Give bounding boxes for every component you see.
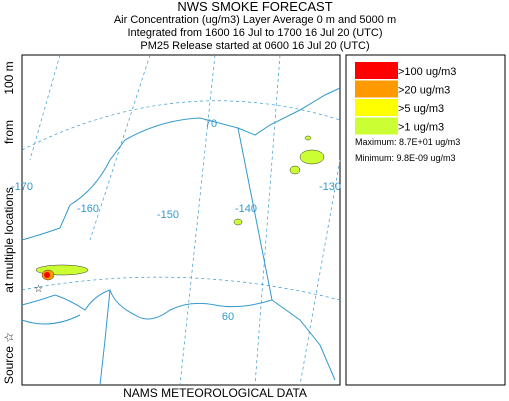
latitude-label: 60	[222, 311, 234, 323]
legend-minimum: Minimum: 9.8E-09 ug/m3	[355, 153, 456, 163]
latitude-label: 70	[205, 118, 217, 130]
legend-frame	[345, 54, 506, 386]
legend-label: >1 ug/m3	[398, 122, 444, 134]
legend-label: >100 ug/m3	[398, 66, 456, 78]
map-frame	[21, 54, 341, 386]
side-label: Source ☆ at multiple locations from 100 m	[2, 61, 16, 384]
map: ☆	[21, 54, 341, 386]
map-labels: -170 -160 -150 -140 -130 70 60	[11, 118, 341, 323]
legend-label: >5 ug/m3	[398, 103, 444, 115]
legend-swatch	[355, 99, 398, 116]
footer: NAMS METEOROLOGICAL DATA	[123, 386, 307, 400]
legend-maximum: Maximum: 8.7E+01 ug/m3	[355, 137, 460, 147]
longitude-label: -130	[319, 181, 341, 193]
side-text: 100 m	[2, 61, 16, 94]
side-text: at multiple locations	[2, 187, 16, 292]
legend-label: >20 ug/m3	[398, 85, 450, 97]
svg-text:☆: ☆	[34, 284, 43, 295]
longitude-label: -140	[235, 203, 257, 215]
longitude-label: -150	[157, 209, 179, 221]
legend: >100 ug/m3 >20 ug/m3 >5 ug/m3 >1 ug/m3 Maxim…	[355, 62, 460, 163]
longitude-label: -170	[11, 181, 33, 193]
title: NWS SMOKE FORECAST	[177, 0, 332, 14]
legend-swatch	[355, 80, 398, 98]
legend-swatch	[355, 117, 398, 135]
longitude-label: -160	[77, 203, 99, 215]
subtitle: Air Concentration (ug/m3) Layer Average …	[114, 14, 396, 26]
legend-swatch	[355, 62, 398, 79]
subtitle: PM25 Release started at 0600 16 Jul 20 (…	[140, 40, 369, 52]
side-text: from	[2, 120, 16, 144]
subtitle: Integrated from 1600 16 Jul to 1700 16 J…	[128, 27, 383, 39]
side-text: Source ☆	[2, 332, 16, 384]
